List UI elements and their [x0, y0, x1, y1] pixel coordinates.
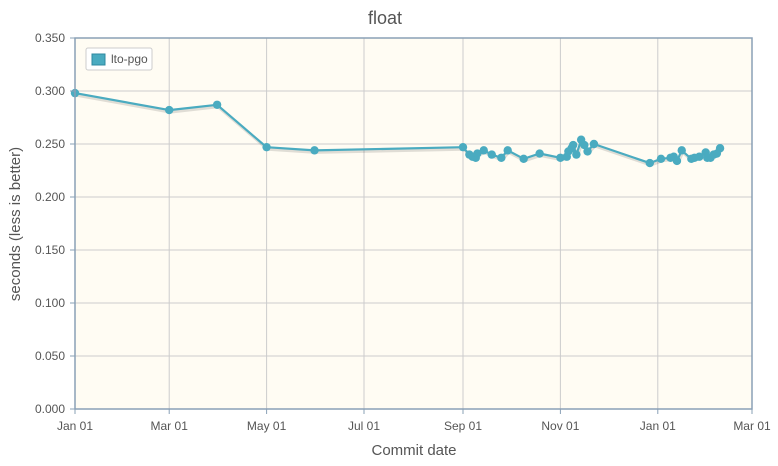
data-point [212, 100, 222, 109]
x-tick-label: Nov 01 [541, 419, 579, 433]
data-point [568, 140, 578, 150]
x-tick-label: Mar 01 [733, 419, 771, 433]
data-point [580, 140, 589, 150]
y-tick-label: 0.000 [35, 402, 65, 416]
data-point [677, 146, 686, 155]
axes: Jan 01 Mar 01 May 01 Jul 01 Sep 01 Nov 01 Jan … [35, 31, 771, 433]
y-tick-label: 0.150 [35, 243, 65, 257]
data-point [672, 156, 682, 166]
x-tick-label: Jan 01 [57, 419, 93, 433]
x-tick-label: Mar 01 [151, 419, 189, 433]
legend-label: lto-pgo [111, 52, 148, 66]
data-point [165, 105, 174, 115]
data-point [497, 153, 506, 162]
data-point [519, 154, 528, 164]
data-point [479, 146, 488, 155]
legend[interactable]: lto-pgo [85, 47, 153, 71]
x-tick-label: Sep 01 [444, 419, 482, 433]
data-point [556, 153, 565, 162]
data-point [589, 139, 599, 149]
series-layer [70, 88, 725, 168]
x-tick-label: Jan 01 [640, 419, 676, 433]
y-axis-label: seconds (less is better) [7, 147, 24, 301]
legend-swatch [91, 53, 106, 66]
y-tick-label: 0.050 [35, 349, 65, 363]
x-tick-label: May 01 [247, 419, 287, 433]
chart-title: float [368, 8, 402, 28]
grid-lines [74, 37, 753, 410]
y-tick-label: 0.200 [35, 190, 65, 204]
data-point [572, 150, 581, 159]
data-point [310, 146, 319, 155]
plot-area [75, 38, 752, 409]
y-tick-label: 0.250 [35, 137, 65, 151]
x-axis-label: Commit date [371, 442, 456, 459]
data-point [715, 144, 725, 153]
y-tick-label: 0.350 [35, 31, 65, 45]
data-point [656, 154, 666, 164]
y-tick-label: 0.300 [35, 84, 65, 98]
data-point [583, 147, 592, 156]
data-point [695, 152, 704, 161]
data-point [503, 146, 512, 155]
data-point [458, 142, 468, 152]
data-point [473, 149, 482, 158]
x-tick-label: Jul 01 [348, 419, 380, 433]
data-point [645, 158, 655, 168]
data-point [487, 150, 496, 159]
y-tick-label: 0.100 [35, 296, 65, 310]
data-point [262, 142, 271, 152]
data-point [535, 149, 544, 158]
plot-border [74, 37, 753, 410]
